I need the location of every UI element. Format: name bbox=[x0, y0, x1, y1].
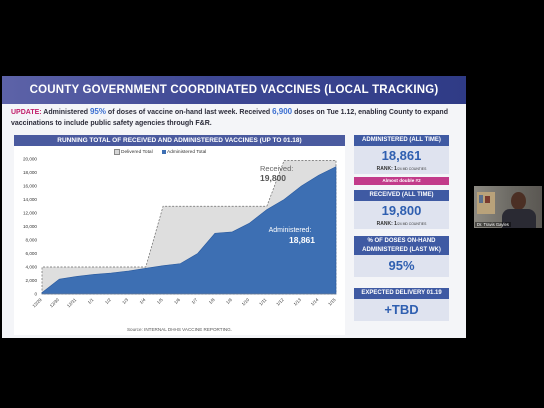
legend-label-delivered: Delivered Total bbox=[121, 150, 153, 156]
administered-rank: RANK: 1/24 MD COUNTIES bbox=[354, 165, 449, 174]
x-tick-label: 1/6 bbox=[173, 297, 181, 305]
chart-legend: Delivered Total Administered Total bbox=[114, 149, 214, 155]
x-tick-label: 1/4 bbox=[139, 297, 147, 305]
y-tick-label: 20,000 bbox=[23, 157, 37, 162]
x-tick-label: 1/3 bbox=[121, 297, 129, 305]
x-tick-label: 1/15 bbox=[327, 297, 337, 307]
expected-delivery-header: EXPECTED DELIVERY 01.19 bbox=[354, 288, 449, 299]
x-tick-label: 1/11 bbox=[258, 297, 268, 307]
running-total-chart: 0 2,000 4,000 6,000 8,000 10,000 12,000 14,000 1… bbox=[23, 157, 337, 309]
x-tick-label: 12/29 bbox=[31, 297, 43, 309]
x-tick-label: 1/8 bbox=[208, 297, 216, 305]
x-tick-label: 1/1 bbox=[87, 297, 95, 305]
update-text-2: of doses of vaccine on-hand last week. R… bbox=[105, 109, 273, 116]
x-tick-label: 1/14 bbox=[310, 297, 320, 307]
administered-rank-number: 1 bbox=[394, 166, 397, 172]
x-tick-label: 1/10 bbox=[241, 297, 251, 307]
update-text-3: doses on Tue 1.12, enabling County to ex… bbox=[11, 109, 448, 127]
y-tick-label: 12,000 bbox=[23, 211, 37, 216]
y-tick-label: 4,000 bbox=[26, 265, 38, 270]
x-tick-label: 1/13 bbox=[293, 297, 303, 307]
percent-administered-panel: % OF DOSES ON-HAND ADMINISTERED (LAST WK… bbox=[354, 236, 449, 277]
y-tick-label: 18,000 bbox=[23, 170, 37, 175]
x-tick-label: 12/30 bbox=[49, 297, 61, 309]
annotation-received-label: Received: bbox=[260, 164, 293, 173]
speaker-body bbox=[502, 209, 536, 228]
administered-rank-label: RANK: bbox=[376, 166, 395, 172]
percent-administered-value: 95% bbox=[354, 255, 449, 277]
annotation-received-value: 19,800 bbox=[260, 173, 286, 183]
speaker-video-tile[interactable]: Dr. Travis Gayles bbox=[474, 186, 542, 228]
annotation-administered-label: Administered: bbox=[269, 227, 312, 234]
legend-item-delivered: Delivered Total bbox=[114, 149, 153, 156]
x-tick-label: 1/5 bbox=[156, 297, 164, 305]
y-tick-label: 6,000 bbox=[26, 251, 38, 256]
received-value: 19,800 bbox=[354, 201, 449, 220]
administered-value: 18,861 bbox=[354, 146, 449, 165]
video-book bbox=[479, 195, 483, 203]
annotation-administered-value: 18,861 bbox=[289, 235, 315, 245]
update-doses: 6,900 bbox=[272, 107, 293, 116]
slide-title: COUNTY GOVERNMENT COORDINATED VACCINES (… bbox=[2, 76, 466, 104]
update-percent: 95% bbox=[89, 107, 106, 116]
video-book bbox=[485, 196, 490, 203]
x-tick-label: 1/9 bbox=[225, 297, 233, 305]
update-text: UPDATE: Administered 95% of doses of vac… bbox=[11, 107, 461, 129]
legend-swatch-administered bbox=[162, 150, 166, 154]
received-rank-suffix: /24 MD COUNTIES bbox=[396, 222, 427, 226]
received-header: RECEIVED (ALL TIME) bbox=[354, 190, 449, 201]
received-rank-label: RANK: bbox=[376, 221, 395, 227]
legend-item-administered: Administered Total bbox=[162, 150, 206, 155]
y-tick-label: 0 bbox=[34, 292, 37, 297]
expected-delivery-value: +TBD bbox=[354, 299, 449, 321]
speaker-name-label: Dr. Travis Gayles bbox=[475, 222, 511, 227]
x-tick-label: 1/7 bbox=[190, 297, 198, 305]
percent-administered-header: % OF DOSES ON-HAND ADMINISTERED (LAST WK… bbox=[354, 236, 449, 255]
almost-double-badge: Almost double #2 bbox=[354, 177, 449, 185]
administered-header: ADMINISTERED (ALL TIME) bbox=[354, 135, 449, 146]
y-tick-label: 14,000 bbox=[23, 197, 37, 202]
legend-label-administered: Administered Total bbox=[167, 150, 207, 156]
y-tick-label: 2,000 bbox=[26, 278, 38, 283]
received-rank: RANK: 1/24 MD COUNTIES bbox=[354, 220, 449, 229]
administered-panel: ADMINISTERED (ALL TIME) 18,861 RANK: 1/2… bbox=[354, 135, 449, 174]
presentation-slide: COUNTY GOVERNMENT COORDINATED VACCINES (… bbox=[2, 76, 466, 338]
speaker-head bbox=[511, 192, 526, 210]
y-tick-label: 10,000 bbox=[23, 224, 37, 229]
x-tick-label: 1/12 bbox=[275, 297, 285, 307]
administered-rank-suffix: /24 MD COUNTIES bbox=[396, 167, 427, 171]
x-tick-label: 12/31 bbox=[66, 297, 78, 309]
y-tick-label: 16,000 bbox=[23, 184, 37, 189]
chart-panel: RUNNING TOTAL OF RECEIVED AND ADMINISTER… bbox=[14, 135, 345, 335]
update-label: UPDATE: bbox=[11, 109, 42, 116]
x-tick-label: 1/2 bbox=[104, 297, 112, 305]
legend-swatch-delivered bbox=[114, 149, 120, 155]
chart-title: RUNNING TOTAL OF RECEIVED AND ADMINISTER… bbox=[14, 135, 345, 146]
received-rank-number: 1 bbox=[394, 221, 397, 227]
received-panel: RECEIVED (ALL TIME) 19,800 RANK: 1/24 MD… bbox=[354, 190, 449, 229]
chart-source: Source: INTERNAL DHHS VACCINE REPORTING. bbox=[126, 327, 233, 332]
series-area-administered bbox=[41, 166, 337, 295]
y-tick-label: 8,000 bbox=[26, 238, 38, 243]
expected-delivery-panel: EXPECTED DELIVERY 01.19 +TBD bbox=[354, 288, 449, 321]
update-text-1: Administered bbox=[41, 109, 90, 116]
